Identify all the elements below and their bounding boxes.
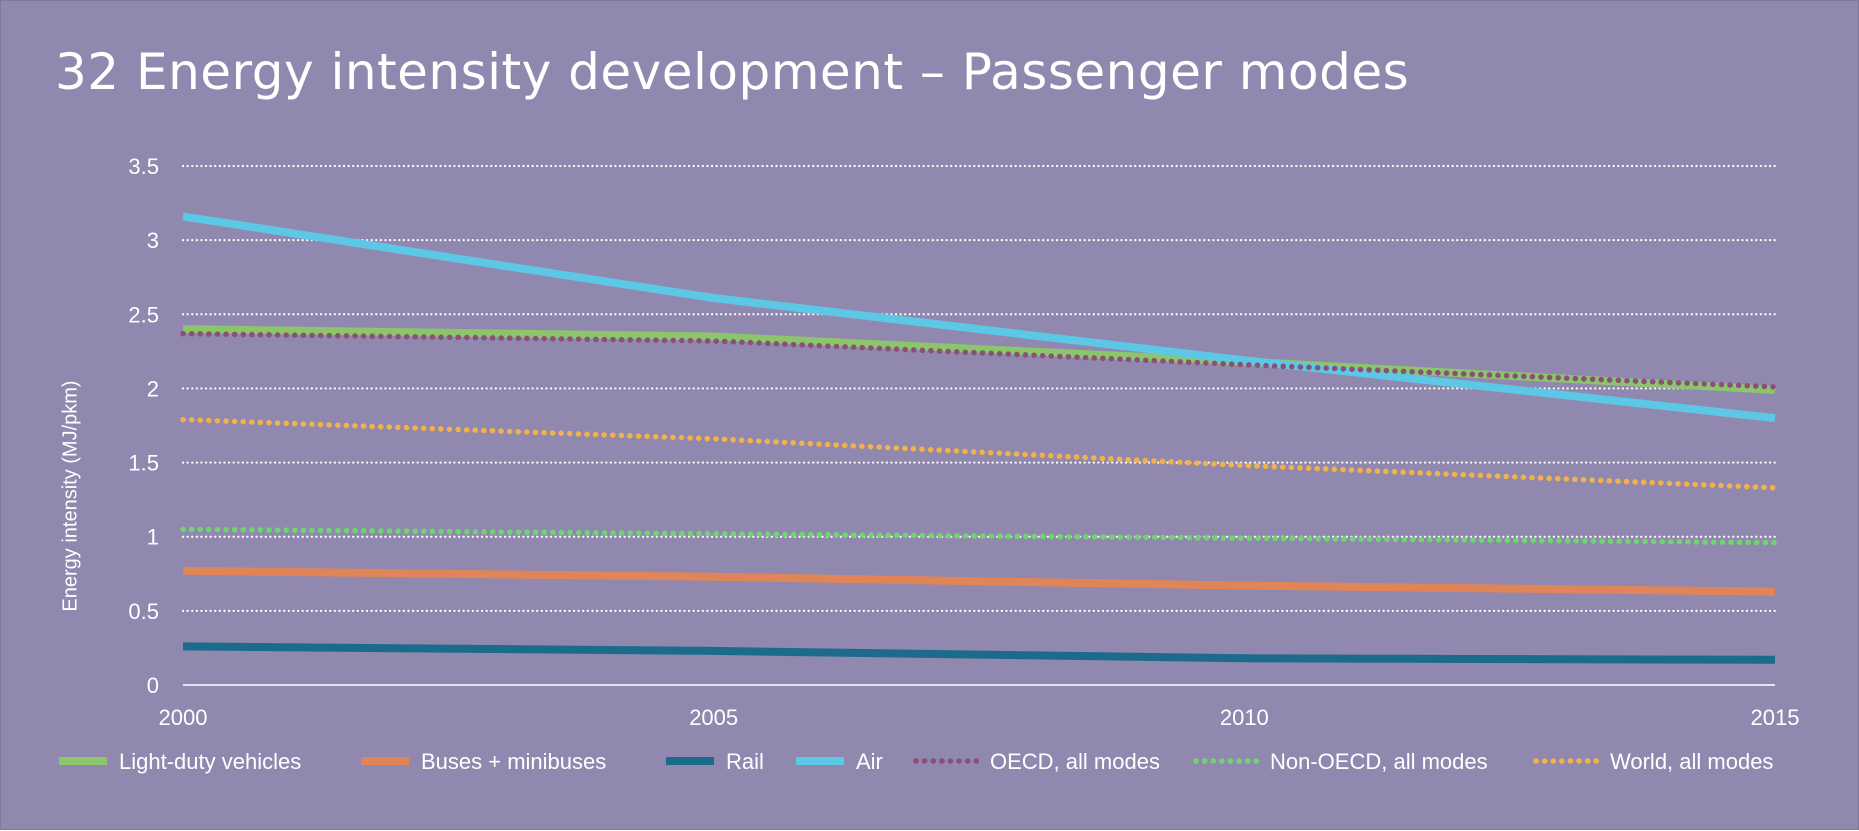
series-line-world-all-modes <box>180 416 1778 491</box>
x-tick-label: 2015 <box>1751 705 1800 730</box>
y-tick-label: 3.5 <box>128 154 159 179</box>
y-tick-label: 0.5 <box>128 599 159 624</box>
x-tick-label: 2005 <box>689 705 738 730</box>
series-line-rail <box>182 642 1776 664</box>
y-tick-label: 2 <box>147 376 159 401</box>
legend-label: Rail <box>726 749 764 774</box>
x-tick-label: 2010 <box>1220 705 1269 730</box>
series-line-air <box>182 212 1776 423</box>
legend-label: World, all modes <box>1610 749 1773 774</box>
y-tick-label: 1 <box>147 525 159 550</box>
series-line-non-oecd-all-modes <box>180 526 1778 546</box>
series-line-buses-minibuses <box>182 566 1776 596</box>
legend-label: Air <box>856 749 883 774</box>
y-tick-label: 3 <box>147 228 159 253</box>
legend-label: Non-OECD, all modes <box>1270 749 1488 774</box>
y-tick-label: 1.5 <box>128 451 159 476</box>
x-tick-label: 2000 <box>159 705 208 730</box>
legend-label: Buses + minibuses <box>421 749 606 774</box>
legend-label: Light-duty vehicles <box>119 749 301 774</box>
y-tick-label: 2.5 <box>128 302 159 327</box>
legend-label: OECD, all modes <box>990 749 1160 774</box>
chart-title: 32 Energy intensity development – Passen… <box>55 43 1410 101</box>
y-tick-label: 0 <box>147 673 159 698</box>
series-line-oecd-all-modes <box>180 330 1778 390</box>
series-line-light-duty-vehicles <box>182 325 1776 394</box>
